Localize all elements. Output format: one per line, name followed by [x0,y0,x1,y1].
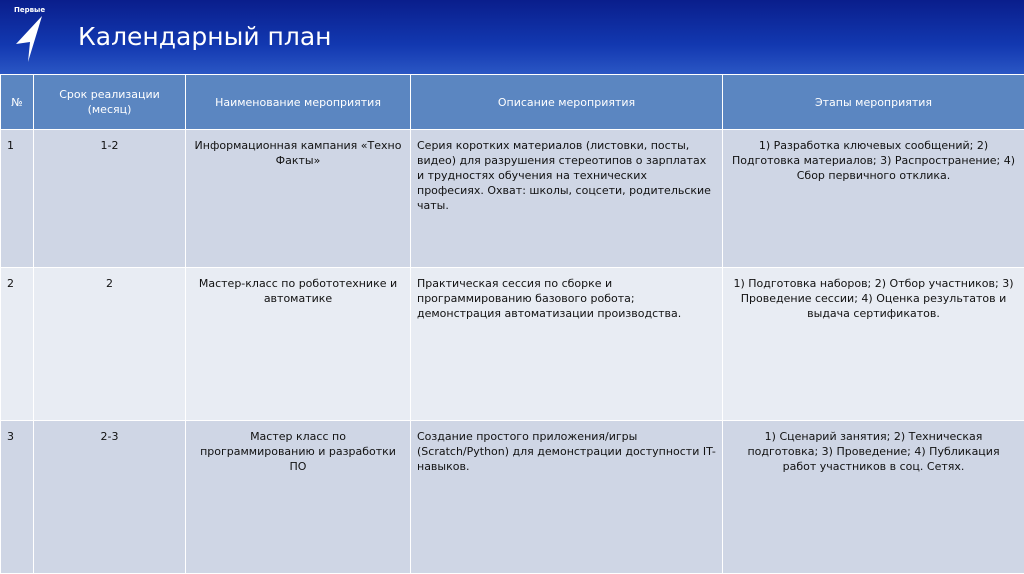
table-row: 1 1-2 Информационная кампания «Техно Фак… [0,129,1024,268]
cell-number: 2 [0,267,34,421]
cell-name: Информационная кампания «Техно Факты» [185,129,411,268]
title-banner: Первые Календарный план [0,0,1024,74]
arrow-logo-icon [16,16,42,62]
cell-stages: 1) Подготовка наборов; 2) Отбор участник… [722,267,1024,421]
cell-description: Создание простого приложения/игры (Scrat… [410,420,723,574]
cell-description: Практическая сессия по сборке и программ… [410,267,723,421]
column-header-stages: Этапы мероприятия [722,74,1024,130]
cell-name: Мастер класс по программированию и разра… [185,420,411,574]
column-header-description: Описание мероприятия [410,74,723,130]
logo-text: Первые [14,6,46,14]
cell-description: Серия коротких материалов (листовки, пос… [410,129,723,268]
cell-name: Мастер-класс по робототехнике и автомати… [185,267,411,421]
cell-number: 1 [0,129,34,268]
table-row: 2 2 Мастер-класс по робототехнике и авто… [0,267,1024,421]
column-header-number: № [0,74,34,130]
cell-stages: 1) Сценарий занятия; 2) Техническая подг… [722,420,1024,574]
page-title: Календарный план [78,22,332,51]
cell-number: 3 [0,420,34,574]
cell-term: 2-3 [33,420,186,574]
cell-term: 2 [33,267,186,421]
table-row: 3 2-3 Мастер класс по программированию и… [0,420,1024,574]
column-header-term: Срок реализации (месяц) [33,74,186,130]
column-header-name: Наименование мероприятия [185,74,411,130]
calendar-plan-table: № Срок реализации (месяц) Наименование м… [0,74,1024,574]
table-header-row: № Срок реализации (месяц) Наименование м… [0,74,1024,130]
cell-stages: 1) Разработка ключевых сообщений; 2) Под… [722,129,1024,268]
cell-term: 1-2 [33,129,186,268]
